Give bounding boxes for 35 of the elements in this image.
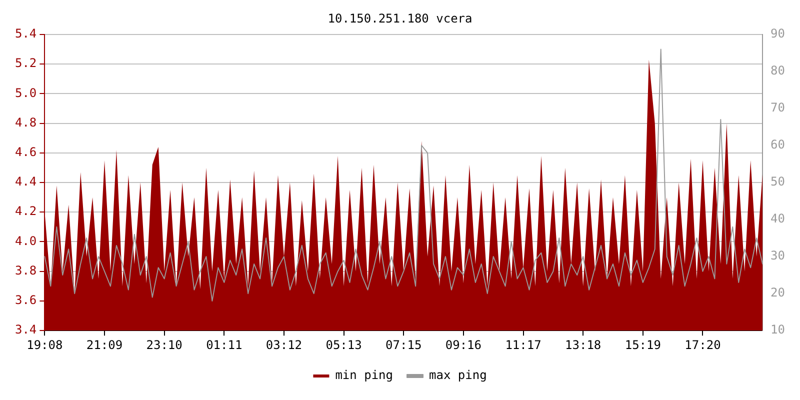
- chart-title: 10.150.251.180 vcera: [328, 11, 472, 26]
- x-tick-label: 23:10: [146, 338, 182, 352]
- y-tick-label: 3.6: [14, 293, 37, 308]
- y-tick-label: 4.2: [14, 204, 37, 218]
- y2-tick-label: 10: [770, 322, 786, 337]
- y-tick-label: 3.4: [14, 322, 37, 337]
- y2-tick-label: 90: [770, 26, 786, 41]
- x-tick-label: 21:09: [86, 338, 123, 352]
- x-tick-label: 17:20: [684, 338, 721, 352]
- x-tick-label: 15:19: [624, 338, 661, 352]
- y-tick-label: 4.4: [14, 174, 37, 189]
- y-tick-label: 5.0: [14, 86, 37, 100]
- y-tick-label: 4.6: [14, 145, 37, 160]
- x-tick-label: 19:08: [26, 338, 63, 352]
- y2-tick-label: 30: [770, 248, 786, 263]
- legend-label: max ping: [429, 368, 487, 382]
- x-tick-label: 11:17: [505, 338, 542, 352]
- y2-tick-label: 50: [770, 174, 786, 189]
- y2-tick-label: 20: [770, 286, 786, 300]
- y2-tick-label: 60: [770, 138, 786, 152]
- y-tick-label: 4.8: [14, 115, 37, 130]
- x-tick-label: 13:18: [565, 338, 602, 352]
- x-tick-label: 09:16: [445, 338, 482, 352]
- x-tick-label: 01:11: [206, 338, 242, 352]
- y-tick-label: 4.0: [14, 234, 37, 248]
- x-tick-label: 07:15: [386, 338, 422, 352]
- y2-tick-label: 40: [770, 212, 786, 226]
- x-tick-label: 05:13: [326, 338, 362, 352]
- legend-label: min ping: [335, 368, 393, 382]
- y2-tick-label: 70: [770, 100, 786, 115]
- x-tick-label: 03:12: [266, 338, 302, 352]
- y-tick-label: 3.8: [14, 263, 37, 278]
- y-tick-label: 5.4: [14, 26, 37, 41]
- y2-tick-label: 80: [770, 64, 786, 78]
- y-tick-label: 5.2: [14, 56, 37, 70]
